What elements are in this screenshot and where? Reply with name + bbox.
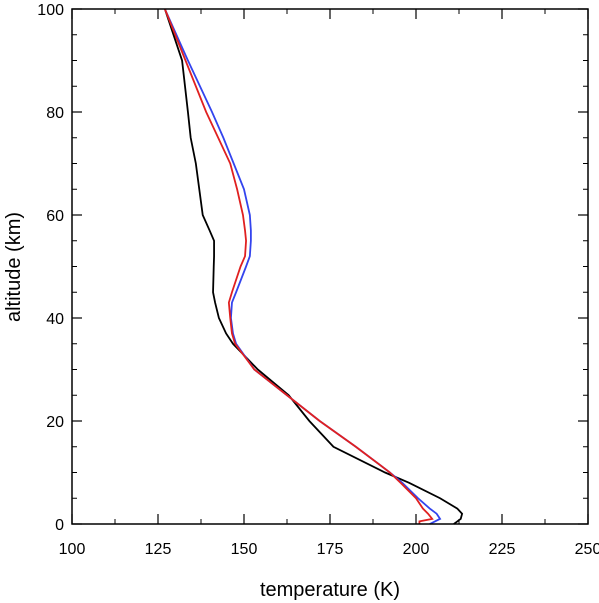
data-line [164, 8, 442, 525]
x-tick-label: 200 [403, 541, 430, 558]
data-line [164, 8, 434, 524]
x-tick-label: 175 [317, 541, 344, 558]
y-tick-label: 80 [46, 105, 64, 122]
data-line [164, 8, 464, 525]
x-tick-label: 250 [575, 541, 599, 558]
plot-frame [71, 8, 589, 525]
y-tick-label: 100 [37, 2, 64, 19]
y-tick-label: 0 [55, 517, 64, 534]
x-axis-label: temperature (K) [260, 579, 400, 601]
x-tick-label: 150 [231, 541, 258, 558]
y-axis-label: altitude (km) [3, 212, 25, 322]
x-tick-label: 100 [59, 541, 86, 558]
x-tick-label: 125 [145, 541, 172, 558]
y-tick-label: 60 [46, 208, 64, 225]
y-tick-label: 40 [46, 311, 64, 328]
y-tick-label: 20 [46, 414, 64, 431]
x-tick-label: 225 [489, 541, 516, 558]
